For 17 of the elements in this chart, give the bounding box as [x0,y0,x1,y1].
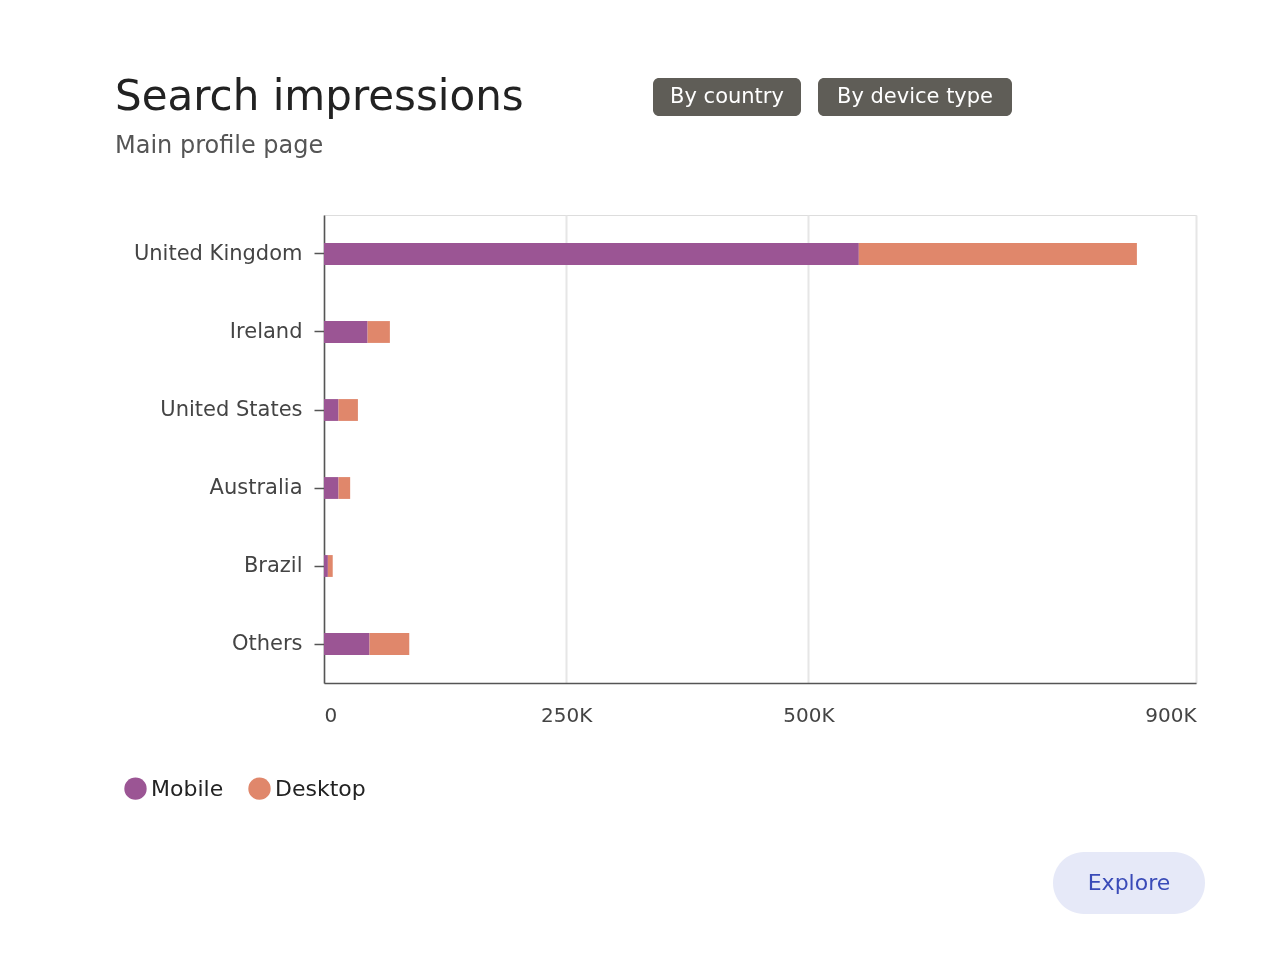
y-tick-label: United States [160,397,303,421]
y-tick-label: Australia [209,475,303,499]
text: Explore [1087,870,1171,895]
y-tick-label: Brazil [243,553,303,577]
chart-title: Search impressions [115,71,524,120]
text: By device type [836,84,994,108]
legend-label: Desktop [275,775,366,801]
x-tick-label: 900K [1145,702,1198,727]
x-tick-label: 250K [541,702,594,727]
chart-subtitle: Main profile page [115,131,324,159]
text: By country [670,84,784,108]
x-tick-label: 0 [324,702,338,727]
legend-label: Mobile [151,775,224,801]
y-tick-label: Others [231,631,303,655]
y-tick-label: United Kingdom [133,241,303,265]
y-tick-label: Ireland [229,319,303,343]
x-tick-label: 500K [783,702,836,727]
